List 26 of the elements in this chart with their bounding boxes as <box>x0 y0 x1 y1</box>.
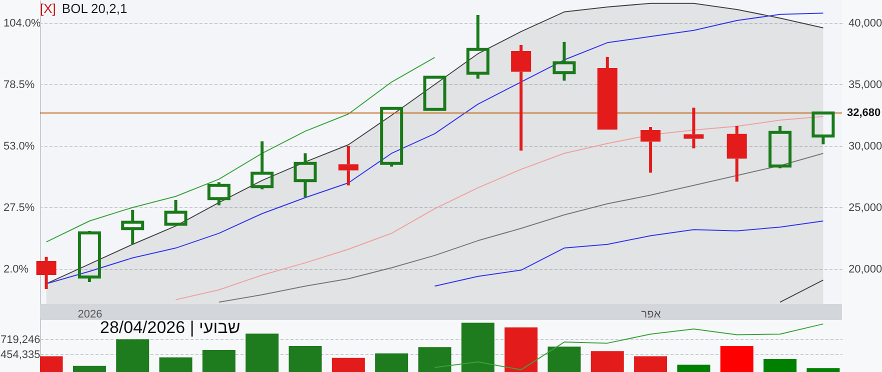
chart-title: BOL 20,2,1 <box>62 1 128 16</box>
annotation: שבועי | 28/04/2026 <box>100 318 240 338</box>
y-tick-label: 20,000 <box>848 263 882 276</box>
candlestick <box>121 210 144 244</box>
annotation: [X] <box>40 1 56 16</box>
y-tick-label: 40,000 <box>848 17 882 30</box>
line-series <box>434 323 824 370</box>
x-tick-label: 2026 <box>78 308 102 320</box>
candlestick <box>164 200 188 226</box>
line-series <box>434 220 824 287</box>
y-tick-label: 30,000 <box>848 140 882 152</box>
y-tick-label: 25,000 <box>848 202 882 214</box>
y2-tick-label: 53.0% <box>4 140 35 152</box>
ref-line-label: 32,680 <box>847 107 881 120</box>
line-series <box>46 56 436 242</box>
y-tick-label: 454,335 <box>0 348 40 361</box>
y-tick-label: 719,246 <box>0 334 40 346</box>
y2-tick-label: 27.5% <box>4 202 35 214</box>
y2-tick-label: 104.0% <box>4 18 42 30</box>
y2-tick-label: 2.0% <box>4 263 29 276</box>
candlestick <box>423 76 446 111</box>
y-tick-label: 35,000 <box>848 78 882 91</box>
candlestick <box>294 153 317 198</box>
y2-tick-label: 78.5% <box>4 78 35 91</box>
line-series <box>218 152 824 303</box>
x-tick-label: אפר <box>641 308 661 320</box>
